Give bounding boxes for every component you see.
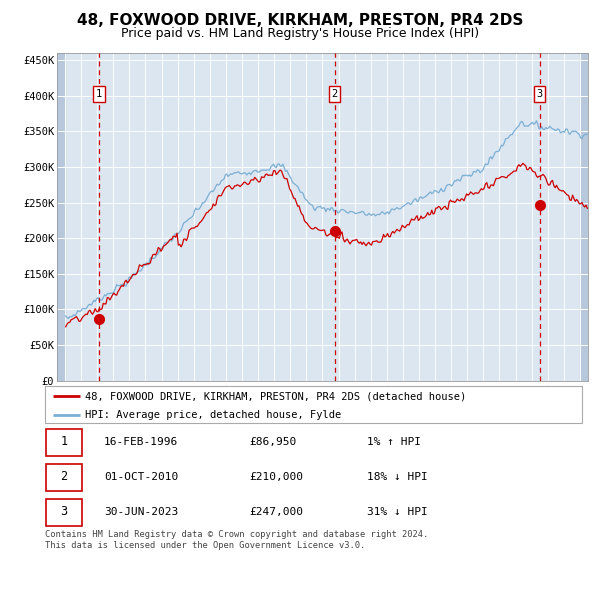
Text: 2: 2 [60,470,67,483]
Text: Contains HM Land Registry data © Crown copyright and database right 2024.
This d: Contains HM Land Registry data © Crown c… [45,530,428,550]
Text: 1: 1 [60,435,67,448]
Bar [57,53,65,381]
Text: HPI: Average price, detached house, Fylde: HPI: Average price, detached house, Fyld… [85,409,341,419]
Text: 3: 3 [536,89,543,99]
Text: 48, FOXWOOD DRIVE, KIRKHAM, PRESTON, PR4 2DS: 48, FOXWOOD DRIVE, KIRKHAM, PRESTON, PR4… [77,13,523,28]
Text: 3: 3 [60,505,67,518]
Text: Price paid vs. HM Land Registry's House Price Index (HPI): Price paid vs. HM Land Registry's House … [121,27,479,40]
Text: 48, FOXWOOD DRIVE, KIRKHAM, PRESTON, PR4 2DS (detached house): 48, FOXWOOD DRIVE, KIRKHAM, PRESTON, PR4… [85,391,467,401]
Bar [46,430,82,456]
Text: £247,000: £247,000 [249,506,303,516]
Text: £86,950: £86,950 [249,437,296,447]
Bar [46,499,82,526]
Text: 16-FEB-1996: 16-FEB-1996 [104,437,178,447]
Text: 01-OCT-2010: 01-OCT-2010 [104,471,178,481]
Bar [580,53,588,381]
Text: 18% ↓ HPI: 18% ↓ HPI [367,471,428,481]
Text: 1% ↑ HPI: 1% ↑ HPI [367,437,421,447]
Text: £210,000: £210,000 [249,471,303,481]
Text: 31% ↓ HPI: 31% ↓ HPI [367,506,428,516]
Text: 2: 2 [331,89,338,99]
Text: 1: 1 [96,89,102,99]
Bar [46,464,82,491]
Text: 30-JUN-2023: 30-JUN-2023 [104,506,178,516]
